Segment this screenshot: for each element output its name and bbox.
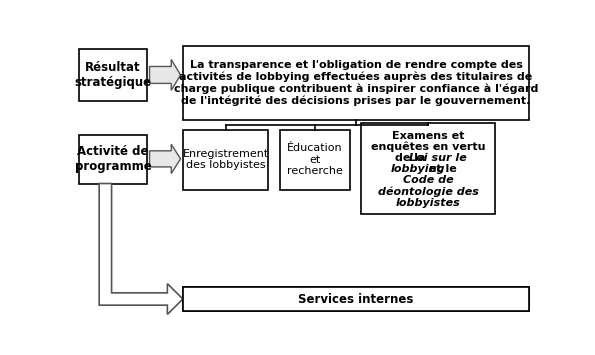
- Text: Examens et: Examens et: [392, 131, 464, 141]
- Bar: [183, 130, 268, 190]
- Bar: [79, 135, 147, 184]
- Text: enquêtes en vertu: enquêtes en vertu: [371, 142, 486, 152]
- Text: Éducation
et
recherche: Éducation et recherche: [287, 143, 343, 176]
- Bar: [79, 49, 147, 101]
- Text: et le: et le: [425, 164, 457, 174]
- Text: de la: de la: [394, 153, 429, 163]
- Bar: [183, 47, 530, 120]
- Text: Résultat
stratégique: Résultat stratégique: [74, 61, 152, 89]
- Text: Enregistrement
des lobbyistes: Enregistrement des lobbyistes: [183, 149, 268, 170]
- Text: Code de: Code de: [403, 175, 453, 185]
- Bar: [280, 130, 349, 190]
- Bar: [361, 124, 495, 214]
- Text: Services internes: Services internes: [299, 293, 414, 306]
- Text: Activité de
programme: Activité de programme: [75, 145, 152, 173]
- Polygon shape: [149, 144, 180, 174]
- Text: Loi sur le: Loi sur le: [409, 153, 467, 163]
- Text: La transparence et l'obligation de rendre compte des
activités de lobbying effec: La transparence et l'obligation de rendr…: [174, 60, 538, 106]
- Text: déontologie des: déontologie des: [378, 186, 478, 197]
- Text: lobbying: lobbying: [391, 164, 446, 174]
- Bar: [183, 287, 530, 311]
- Text: lobbyistes: lobbyistes: [396, 198, 461, 208]
- Bar: [183, 287, 530, 311]
- Text: Services internes: Services internes: [299, 293, 414, 306]
- Polygon shape: [149, 60, 180, 90]
- Polygon shape: [99, 184, 183, 315]
